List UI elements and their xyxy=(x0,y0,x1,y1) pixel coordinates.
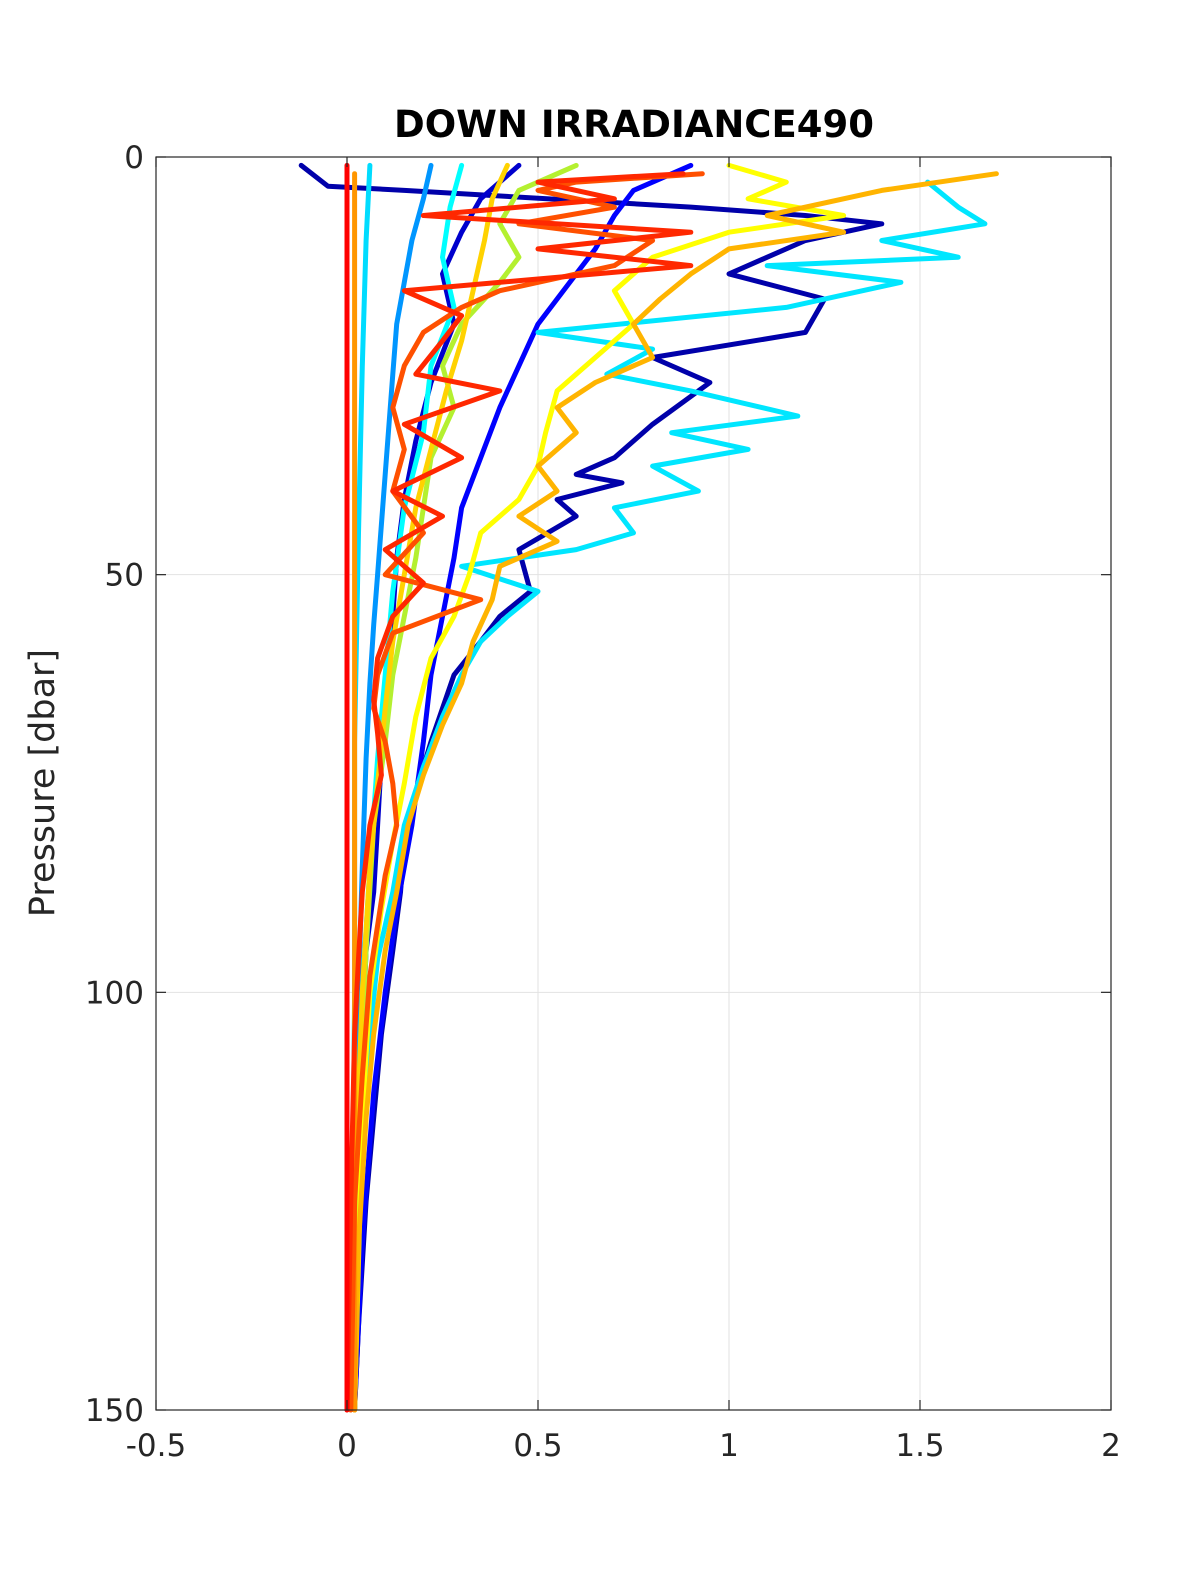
x-tick-label: -0.5 xyxy=(126,1428,187,1464)
axes xyxy=(155,156,1112,1411)
y-tick-label: 50 xyxy=(105,558,144,594)
chart-title: DOWN IRRADIANCE490 xyxy=(394,103,874,146)
series-line-3 xyxy=(352,162,694,1413)
y-tick-label: 150 xyxy=(85,1393,144,1429)
series-line-6 xyxy=(352,179,988,1413)
y-axis-title: Pressure [dbar] xyxy=(23,649,63,917)
x-tick-label: 1.5 xyxy=(895,1428,944,1464)
tick-labels: -0.5 0 0.5 1 1.5 2 0 50 100 150 xyxy=(85,140,1121,1464)
x-tick-label: 0.5 xyxy=(513,1428,562,1464)
series-line-11 xyxy=(352,171,999,1413)
series-line-10 xyxy=(348,162,510,1413)
x-tick-label: 2 xyxy=(1101,1428,1121,1464)
series-line-14 xyxy=(344,171,694,1413)
y-tick-label: 0 xyxy=(124,140,144,176)
plot-lines xyxy=(298,162,999,1413)
x-tick-label: 1 xyxy=(719,1428,739,1464)
axes-box xyxy=(155,156,1112,1411)
x-tick-label: 0 xyxy=(337,1428,357,1464)
y-tick-label: 100 xyxy=(85,975,144,1011)
